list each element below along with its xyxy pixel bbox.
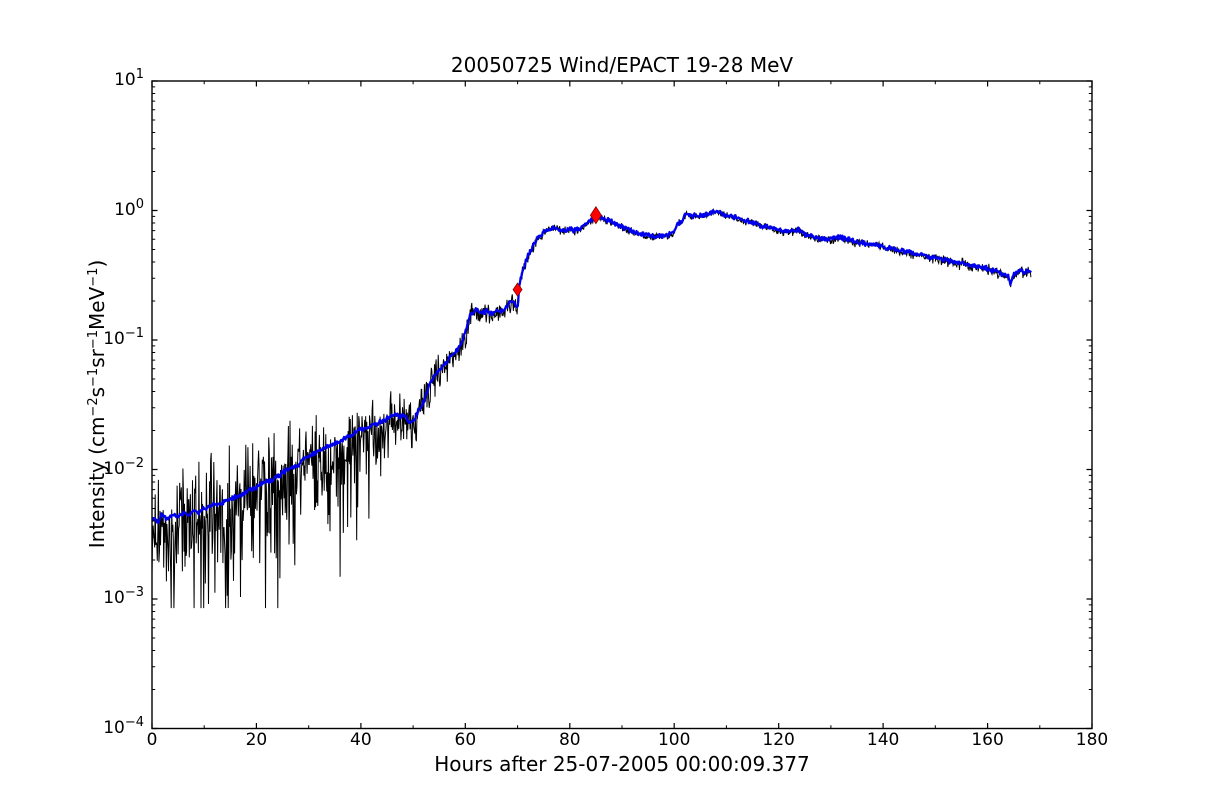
x-tick-label: 60: [454, 730, 477, 750]
x-tick-label: 180: [1075, 730, 1109, 750]
x-tick-label: 160: [971, 730, 1004, 750]
chart-title: 20050725 Wind/EPACT 19-28 MeV: [450, 53, 794, 77]
smoothed-intensity-line: [152, 209, 1032, 524]
event-marker-diamond-event-peak: [589, 205, 602, 225]
y-tick-label: 10−4: [103, 714, 144, 738]
x-tick-label: 140: [866, 730, 900, 750]
x-tick-label: 100: [657, 730, 691, 750]
minor-ticks: [152, 81, 1092, 729]
y-tick-label: 10−2: [103, 455, 144, 479]
x-tick-label: 80: [558, 730, 581, 750]
x-axis-label: Hours after 25-07-2005 00:00:09.377: [434, 752, 810, 776]
y-tick-label: 101: [114, 67, 144, 90]
raw-intensity-line: [152, 207, 1032, 609]
x-tick-label: 120: [762, 730, 795, 750]
y-tick-label: 100: [114, 196, 144, 220]
y-tick-label: 10−3: [103, 585, 144, 608]
y-tick-label: 10−1: [103, 326, 144, 349]
major-ticks: [151, 80, 1093, 730]
x-tick-label: 20: [245, 730, 268, 750]
event-marker-diamond-event-onset: [512, 282, 523, 297]
x-tick-label: 0: [146, 730, 158, 750]
axes-frame: [151, 80, 1093, 730]
x-tick-label: 40: [350, 730, 372, 750]
